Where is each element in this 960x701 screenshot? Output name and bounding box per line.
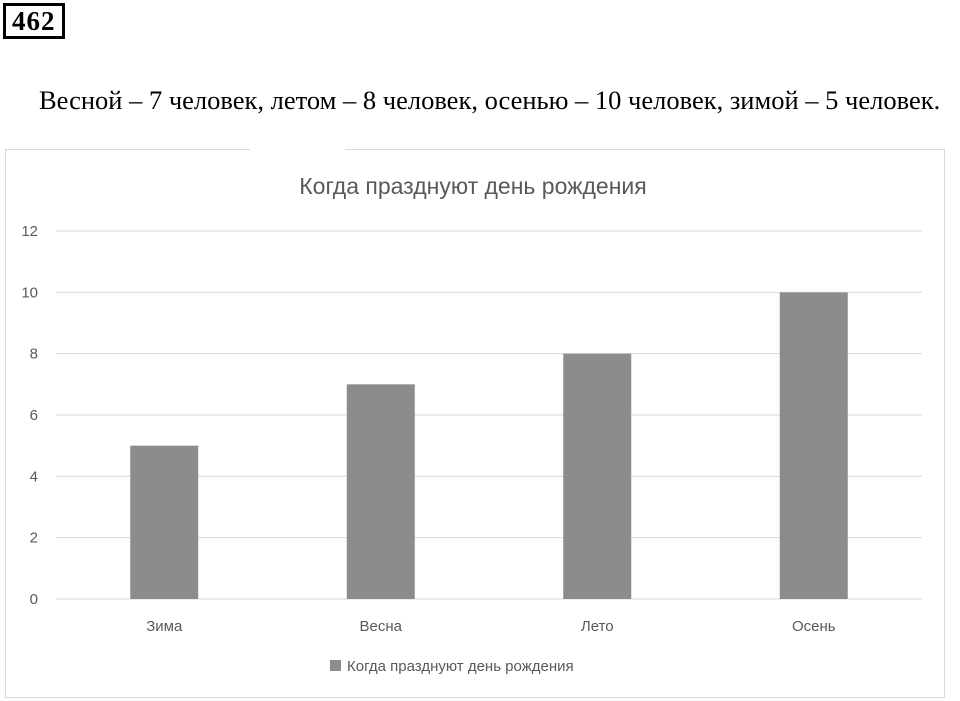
x-tick-label: Осень [792, 618, 836, 635]
x-tick-label: Зима [146, 618, 183, 635]
y-tick-label: 8 [30, 346, 38, 363]
bar [779, 292, 848, 599]
y-tick-label: 10 [21, 284, 38, 301]
x-tick-label: Лето [581, 618, 614, 635]
bars [130, 292, 848, 599]
chart-title: Когда празднуют день рождения [299, 173, 646, 199]
bar [130, 445, 199, 599]
gridlines [56, 230, 922, 600]
frame-gap [250, 148, 345, 152]
y-axis-tick-labels: 0 2 4 6 8 10 12 [21, 223, 38, 608]
y-tick-label: 6 [30, 407, 38, 424]
legend: Когда празднуют день рождения [330, 658, 574, 675]
problem-number: 462 [3, 3, 65, 39]
legend-label: Когда празднуют день рождения [347, 658, 574, 675]
bar [563, 353, 632, 599]
y-tick-label: 4 [30, 468, 38, 485]
bar [346, 384, 415, 599]
y-tick-label: 12 [21, 223, 38, 240]
y-tick-label: 2 [30, 530, 38, 547]
y-tick-label: 0 [30, 591, 38, 608]
legend-swatch [330, 660, 341, 671]
x-axis-tick-labels: Зима Весна Лето Осень [146, 618, 836, 635]
x-tick-label: Весна [360, 618, 403, 635]
answer-text: Весной – 7 человек, летом – 8 человек, о… [39, 85, 941, 115]
